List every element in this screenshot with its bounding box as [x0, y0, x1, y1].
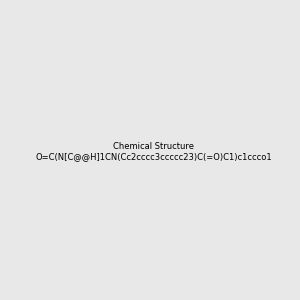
Text: Chemical Structure
O=C(N[C@@H]1CN(Cc2cccc3ccccc23)C(=O)C1)c1ccco1: Chemical Structure O=C(N[C@@H]1CN(Cc2ccc… — [35, 142, 272, 161]
